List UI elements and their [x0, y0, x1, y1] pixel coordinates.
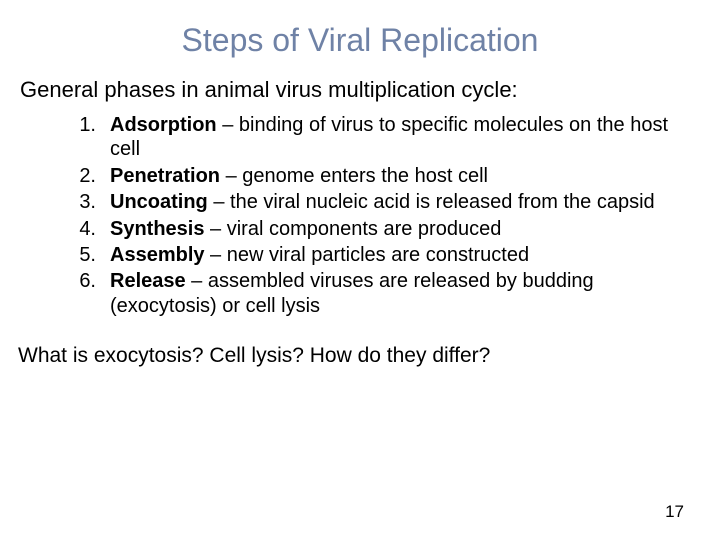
intro-text: General phases in animal virus multiplic…	[0, 77, 720, 113]
list-item: 2. Penetration – genome enters the host …	[72, 164, 690, 190]
steps-list: 1. Adsorption – binding of virus to spec…	[0, 113, 720, 320]
item-number: 6.	[72, 269, 110, 318]
item-number: 3.	[72, 190, 110, 214]
item-tail: – new viral particles are constructed	[205, 244, 530, 266]
item-head: Uncoating	[110, 191, 208, 213]
item-head: Adsorption	[110, 114, 217, 136]
list-item: 6. Release – assembled viruses are relea…	[72, 269, 690, 320]
item-body: Synthesis – viral components are produce…	[110, 217, 690, 241]
item-head: Assembly	[110, 244, 205, 266]
item-number: 4.	[72, 217, 110, 241]
item-body: Penetration – genome enters the host cel…	[110, 164, 690, 188]
item-tail: – viral components are produced	[204, 218, 501, 240]
item-body: Adsorption – binding of virus to specifi…	[110, 113, 690, 162]
item-tail: – genome enters the host cell	[220, 165, 488, 187]
list-item: 1. Adsorption – binding of virus to spec…	[72, 113, 690, 164]
item-number: 5.	[72, 243, 110, 267]
item-head: Penetration	[110, 165, 220, 187]
item-body: Release – assembled viruses are released…	[110, 269, 690, 318]
question-text: What is exocytosis? Cell lysis? How do t…	[0, 320, 720, 368]
list-item: 3. Uncoating – the viral nucleic acid is…	[72, 190, 690, 216]
item-number: 2.	[72, 164, 110, 188]
page-number: 17	[665, 502, 684, 522]
item-head: Release	[110, 270, 186, 292]
item-number: 1.	[72, 113, 110, 162]
list-item: 4. Synthesis – viral components are prod…	[72, 217, 690, 243]
item-head: Synthesis	[110, 218, 204, 240]
slide-title: Steps of Viral Replication	[0, 0, 720, 77]
item-body: Assembly – new viral particles are const…	[110, 243, 690, 267]
item-body: Uncoating – the viral nucleic acid is re…	[110, 190, 690, 214]
item-tail: – the viral nucleic acid is released fro…	[208, 191, 655, 213]
list-item: 5. Assembly – new viral particles are co…	[72, 243, 690, 269]
